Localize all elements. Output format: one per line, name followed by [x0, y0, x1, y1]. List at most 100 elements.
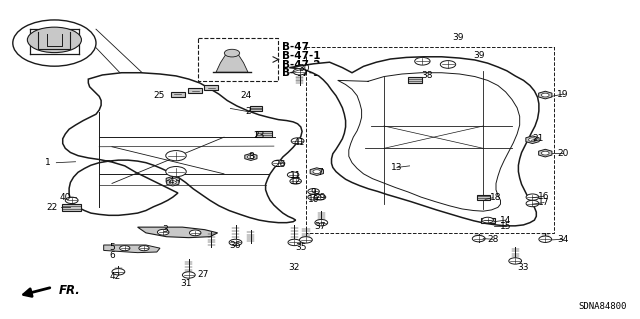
- Text: 39: 39: [452, 33, 463, 42]
- Text: 24: 24: [241, 91, 252, 100]
- Circle shape: [314, 194, 326, 200]
- Circle shape: [541, 93, 549, 97]
- Circle shape: [166, 167, 186, 177]
- Text: 18: 18: [490, 193, 502, 202]
- Text: 32: 32: [289, 263, 300, 272]
- Circle shape: [315, 219, 328, 226]
- Text: 41: 41: [294, 138, 305, 147]
- Text: 20: 20: [557, 149, 569, 158]
- Circle shape: [182, 272, 195, 278]
- Text: 15: 15: [500, 222, 511, 231]
- Polygon shape: [289, 57, 539, 226]
- Text: 27: 27: [198, 270, 209, 279]
- Text: SDNA84800: SDNA84800: [579, 302, 627, 311]
- Circle shape: [509, 258, 522, 264]
- Circle shape: [189, 230, 201, 236]
- Text: 16: 16: [538, 192, 550, 201]
- Text: 10: 10: [308, 195, 319, 204]
- Text: 31: 31: [180, 279, 191, 288]
- Circle shape: [287, 172, 299, 178]
- Text: 4: 4: [169, 177, 174, 186]
- Text: 23: 23: [253, 131, 265, 140]
- Text: 19: 19: [557, 90, 569, 99]
- Text: 11: 11: [290, 171, 301, 180]
- Polygon shape: [104, 245, 160, 253]
- Text: B-47-3: B-47-3: [282, 68, 320, 78]
- FancyBboxPatch shape: [477, 195, 490, 200]
- Polygon shape: [166, 179, 179, 186]
- Text: 22: 22: [47, 203, 58, 212]
- Circle shape: [526, 194, 539, 200]
- Circle shape: [308, 194, 319, 200]
- Circle shape: [440, 61, 456, 68]
- Circle shape: [539, 236, 552, 242]
- Polygon shape: [171, 92, 185, 97]
- Text: 2: 2: [246, 107, 251, 116]
- Text: 12: 12: [290, 177, 301, 186]
- Text: 8: 8: [248, 152, 253, 161]
- Circle shape: [169, 181, 177, 184]
- Polygon shape: [481, 218, 495, 223]
- Polygon shape: [204, 85, 218, 90]
- Circle shape: [157, 229, 169, 235]
- Circle shape: [526, 200, 539, 207]
- Text: 37: 37: [314, 222, 326, 231]
- Polygon shape: [539, 149, 552, 157]
- Text: 36: 36: [230, 241, 241, 250]
- Circle shape: [482, 217, 493, 223]
- Text: 29: 29: [314, 193, 326, 202]
- Ellipse shape: [13, 20, 96, 66]
- Text: 35: 35: [295, 243, 307, 252]
- Circle shape: [65, 197, 78, 204]
- Text: 42: 42: [109, 272, 121, 281]
- Polygon shape: [63, 73, 302, 223]
- Text: 6: 6: [109, 251, 115, 260]
- Circle shape: [308, 189, 319, 194]
- Polygon shape: [138, 227, 218, 238]
- Circle shape: [290, 178, 301, 184]
- Circle shape: [247, 155, 255, 159]
- Text: FR.: FR.: [59, 284, 81, 297]
- Text: 25: 25: [153, 91, 164, 100]
- Text: 21: 21: [532, 134, 543, 143]
- Ellipse shape: [28, 27, 81, 53]
- Text: 28: 28: [487, 235, 499, 244]
- FancyBboxPatch shape: [255, 131, 272, 137]
- Text: 9: 9: [311, 189, 316, 197]
- Circle shape: [529, 138, 536, 142]
- Circle shape: [541, 151, 549, 155]
- Text: B-47-1: B-47-1: [282, 51, 320, 61]
- Text: 17: 17: [538, 198, 550, 207]
- Circle shape: [300, 237, 312, 243]
- Text: 33: 33: [518, 263, 529, 272]
- Circle shape: [293, 69, 306, 75]
- Polygon shape: [539, 91, 552, 99]
- Polygon shape: [310, 168, 323, 175]
- Circle shape: [225, 49, 240, 57]
- FancyBboxPatch shape: [62, 204, 81, 211]
- Circle shape: [313, 170, 321, 174]
- Text: B-47: B-47: [282, 42, 308, 52]
- Polygon shape: [188, 88, 202, 93]
- Circle shape: [291, 138, 304, 144]
- Text: 14: 14: [500, 216, 511, 225]
- Circle shape: [288, 239, 301, 246]
- Text: 13: 13: [391, 163, 403, 172]
- Polygon shape: [526, 136, 539, 144]
- Text: 26: 26: [275, 160, 286, 169]
- Circle shape: [472, 235, 485, 242]
- Text: 7: 7: [317, 168, 323, 177]
- Text: 1: 1: [45, 158, 51, 167]
- Text: 34: 34: [557, 235, 569, 244]
- Circle shape: [169, 178, 177, 182]
- Circle shape: [139, 246, 149, 251]
- Text: B-47-2: B-47-2: [282, 60, 320, 70]
- Text: 30: 30: [298, 64, 310, 73]
- Circle shape: [166, 151, 186, 161]
- FancyBboxPatch shape: [250, 106, 262, 111]
- Text: 38: 38: [422, 71, 433, 80]
- FancyBboxPatch shape: [408, 77, 422, 83]
- Text: 40: 40: [60, 193, 71, 202]
- Circle shape: [112, 269, 125, 275]
- Text: 5: 5: [109, 243, 115, 252]
